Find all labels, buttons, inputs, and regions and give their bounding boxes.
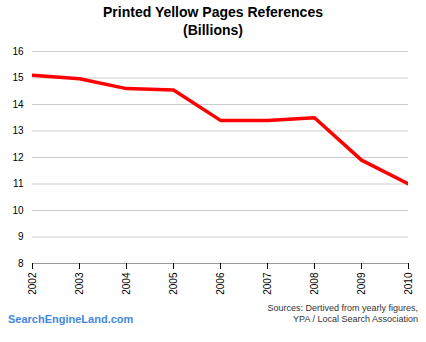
svg-text:11: 11 <box>13 178 24 189</box>
svg-text:10: 10 <box>12 205 24 216</box>
svg-text:2003: 2003 <box>74 272 85 295</box>
svg-text:2007: 2007 <box>262 272 273 295</box>
html-text:Printed Yellow Pages Reference: Printed Yellow Pages References (Billion… <box>103 4 323 38</box>
svg-text:2009: 2009 <box>356 272 367 295</box>
svg-text:2006: 2006 <box>215 272 226 295</box>
svg-text:2008: 2008 <box>309 272 320 295</box>
svg-text:9: 9 <box>18 231 24 242</box>
svg-text:2005: 2005 <box>168 272 179 295</box>
svg-text:12: 12 <box>12 152 24 163</box>
svg-text:14: 14 <box>12 99 24 110</box>
svg-text:15: 15 <box>12 72 24 83</box>
svg-text:16: 16 <box>12 46 24 57</box>
svg-text:8: 8 <box>18 258 24 269</box>
html-text:SearchEngineLand.com: SearchEngineLand.com <box>8 312 134 325</box>
svg-text:13: 13 <box>12 125 24 136</box>
svg-text:2002: 2002 <box>27 272 38 295</box>
svg-text:2010: 2010 <box>403 272 414 295</box>
html-text:Sources: Dertived from yearly: Sources: Dertived from yearly figures, Y… <box>267 303 418 324</box>
svg-text:2004: 2004 <box>121 272 132 295</box>
